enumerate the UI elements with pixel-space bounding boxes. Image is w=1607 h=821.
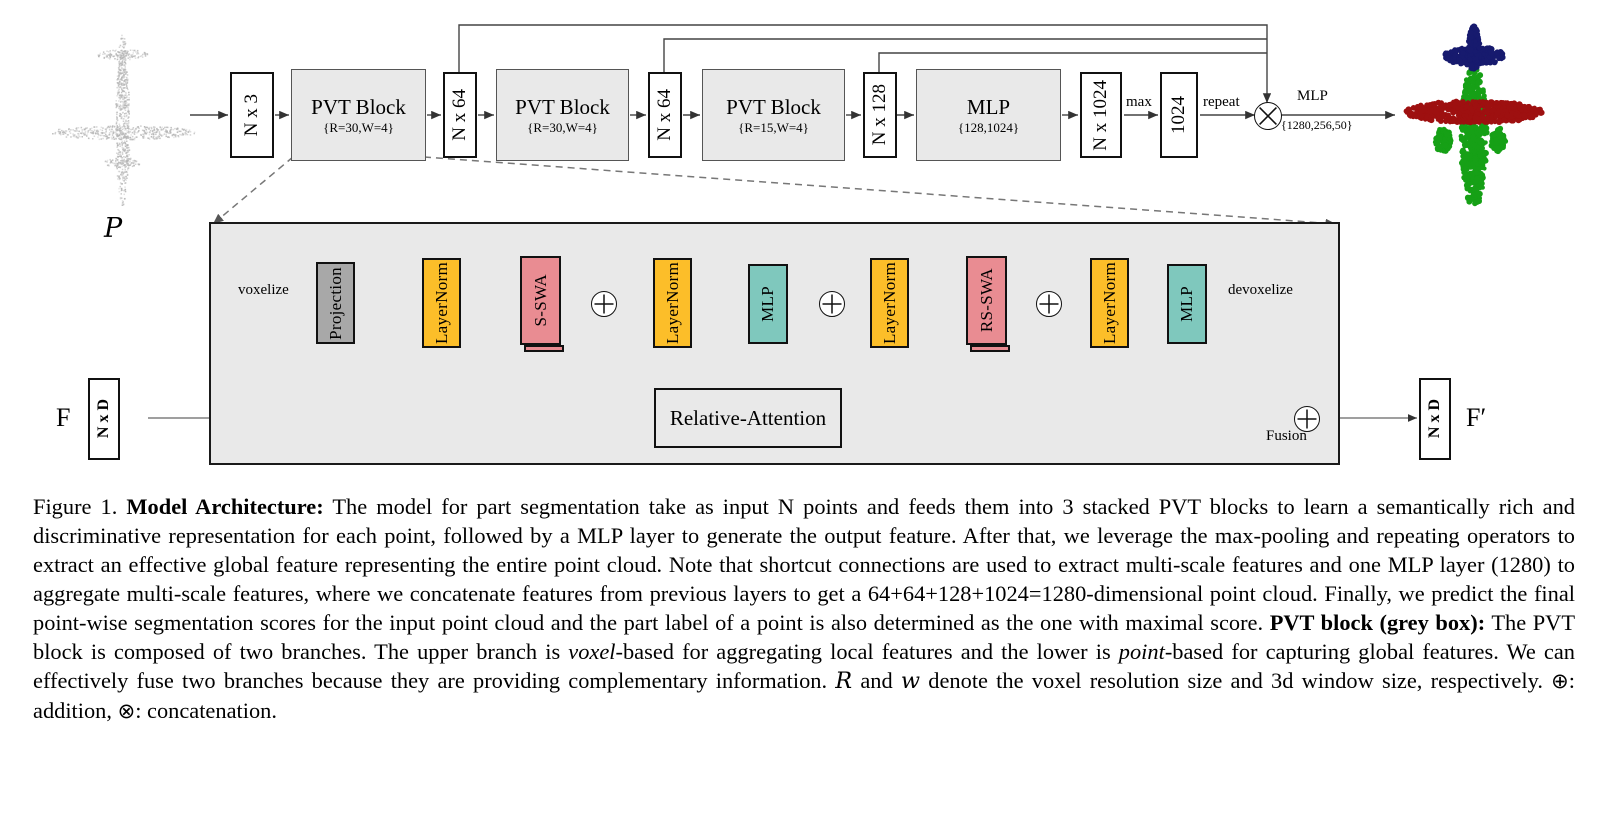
final-mlp-params: {1280,256,50}	[1281, 118, 1353, 132]
module-projection[interactable]: Projection	[316, 262, 355, 344]
max-edge-label: max	[1126, 94, 1152, 110]
pvt-block-1-title: PVT Block	[311, 94, 406, 119]
caption-body-1: The model for part segmentation take as …	[33, 494, 1575, 636]
pvt-block-2[interactable]: PVT Block {R=30,W=4}	[496, 69, 629, 161]
module-label: MLP	[1177, 286, 1196, 322]
mlp-head-params: {128,1024}	[957, 119, 1020, 135]
block-input-symbol: F	[56, 403, 71, 432]
caption-body-6: denote the voxel resolution size and 3d …	[920, 668, 1552, 694]
fusion-add-node	[1294, 406, 1320, 432]
add-node-2	[819, 291, 845, 317]
module-layernorm-3[interactable]: LayerNorm	[870, 258, 909, 348]
tensor-label: N x 3	[241, 93, 262, 137]
block-output-symbol: F′	[1466, 403, 1487, 432]
relative-attention-box[interactable]: Relative-Attention	[654, 388, 842, 448]
tensor-box-n64-a: N x 64	[443, 72, 477, 158]
caption-em-point: point	[1118, 639, 1165, 665]
caption-body-4: -based for capturing global features. We…	[33, 639, 1575, 694]
tensor-label: N x D	[95, 399, 112, 439]
caption-math-w: w	[900, 668, 921, 695]
pvt-block-3[interactable]: PVT Block {R=15,W=4}	[702, 69, 845, 161]
caption-title-2b: (grey box):	[1379, 610, 1486, 636]
pvt-block-2-params: {R=30,W=4}	[527, 119, 598, 135]
module-rs-swa[interactable]: RS-SWA	[966, 256, 1010, 352]
input-tensor-nxd: N x D	[88, 378, 120, 460]
figure-caption: Figure 1. Model Architecture: The model …	[33, 492, 1575, 725]
voxelize-label: voxelize	[238, 282, 289, 298]
add-node-3	[1036, 291, 1062, 317]
caption-em-voxel: voxel	[568, 639, 616, 665]
module-label: RS-SWA	[976, 268, 996, 333]
plus-icon	[1297, 409, 1317, 429]
tensor-box-n1024: N x 1024	[1080, 72, 1122, 158]
mlp-head-block[interactable]: MLP {128,1024}	[916, 69, 1061, 161]
times-icon	[1259, 107, 1277, 125]
output-tensor-nxd: N x D	[1419, 378, 1451, 460]
add-node-1	[591, 291, 617, 317]
output-segmented-point-cloud	[1403, 23, 1545, 207]
tensor-label: N x 1024	[1090, 79, 1111, 151]
caption-title: Model Architecture:	[126, 494, 324, 519]
mlp-head-title: MLP	[966, 94, 1011, 119]
tensor-label: N x 128	[869, 84, 890, 146]
tensor-box-n128: N x 128	[863, 72, 897, 158]
caption-body-8: : concatenation.	[135, 698, 277, 724]
repeat-edge-label: repeat	[1203, 94, 1240, 110]
tensor-label: 1024	[1168, 96, 1189, 134]
input-point-cloud	[52, 34, 196, 206]
final-mlp-label: MLP	[1297, 88, 1328, 104]
caption-concat-symbol: ⊗	[117, 699, 136, 724]
caption-body-3: -based for aggregating local features an…	[615, 639, 1119, 665]
module-layernorm-1[interactable]: LayerNorm	[422, 258, 461, 348]
relative-attention-label: Relative-Attention	[669, 405, 827, 430]
tensor-label: N x 64	[449, 89, 470, 141]
devoxelize-label: devoxelize	[1228, 282, 1293, 298]
pvt-block-1[interactable]: PVT Block {R=30,W=4}	[291, 69, 426, 161]
caption-body-7: : addition,	[33, 668, 1575, 724]
pvt-block-3-params: {R=15,W=4}	[738, 119, 809, 135]
module-label: S-SWA	[530, 274, 550, 327]
module-label: MLP	[758, 286, 777, 322]
tensor-label: N x 64	[654, 89, 675, 141]
module-s-swa[interactable]: S-SWA	[520, 256, 564, 352]
caption-title-2a: PVT block	[1269, 610, 1373, 636]
module-layernorm-2[interactable]: LayerNorm	[653, 258, 692, 348]
plus-icon	[822, 294, 842, 314]
global-feature-box: 1024	[1160, 72, 1198, 158]
module-layernorm-4[interactable]: LayerNorm	[1090, 258, 1129, 348]
tensor-box-n64-b: N x 64	[648, 72, 682, 158]
pvt-block-3-title: PVT Block	[726, 94, 821, 119]
caption-body-5: and	[852, 668, 901, 694]
pvt-block-1-params: {R=30,W=4}	[323, 119, 394, 135]
plus-icon	[1039, 294, 1059, 314]
tensor-label: N x D	[1426, 399, 1443, 439]
module-label: Projection	[325, 266, 345, 340]
module-mlp-1[interactable]: MLP	[748, 264, 788, 344]
module-label: LayerNorm	[431, 262, 451, 344]
pvt-block-2-title: PVT Block	[515, 94, 610, 119]
caption-add-symbol: ⊕	[1551, 669, 1569, 694]
caption-body-2: The PVT block is composed of two branche…	[33, 610, 1576, 665]
module-label: LayerNorm	[662, 262, 682, 344]
plus-icon	[594, 294, 614, 314]
module-label: LayerNorm	[1099, 262, 1119, 344]
concat-node	[1254, 102, 1282, 130]
fusion-label: Fusion	[1266, 428, 1307, 444]
tensor-box-input: N x 3	[230, 72, 274, 158]
input-cloud-label: P	[104, 213, 123, 244]
caption-prefix: Figure 1.	[33, 494, 118, 519]
caption-math-R: R	[835, 668, 853, 695]
module-mlp-2[interactable]: MLP	[1167, 264, 1207, 344]
module-label: LayerNorm	[879, 262, 899, 344]
